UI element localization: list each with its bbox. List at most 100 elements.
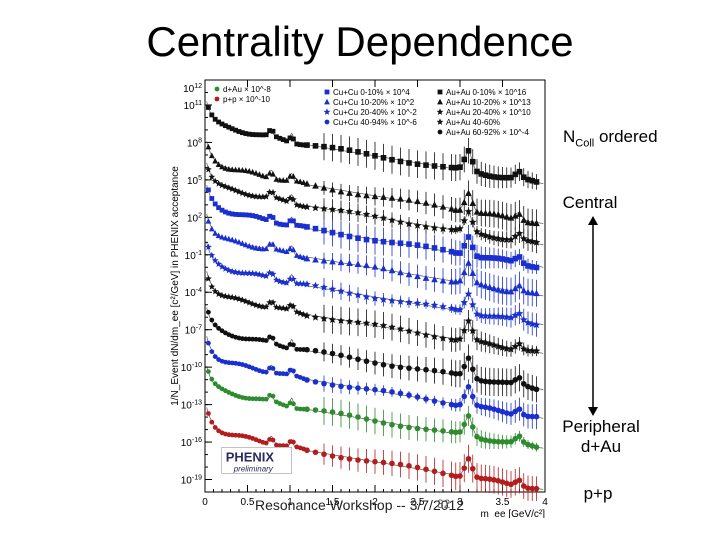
series-1-point: [267, 128, 272, 133]
series-5-point: [380, 264, 387, 272]
series-1-point: [448, 164, 455, 171]
series-11-point: [423, 466, 429, 473]
series-6-point: [222, 265, 229, 272]
series-5-point: [507, 287, 515, 295]
y-tick-label: 10-10: [181, 362, 202, 374]
series-10-point: [270, 393, 276, 399]
series-5-point: [465, 259, 472, 266]
series-3-point: [337, 206, 345, 214]
series-3-point: [239, 189, 246, 197]
series-4-point: [469, 244, 476, 251]
series-6-point: [311, 281, 320, 289]
series-1-point: [240, 130, 245, 136]
series-10-point: [512, 435, 519, 442]
logo-text: PHENIX: [226, 449, 275, 464]
series-2-point: [460, 198, 468, 206]
series-8-point: [503, 379, 510, 386]
series-11-point: [414, 464, 421, 471]
series-1-point: [431, 163, 438, 169]
series-5-point: [232, 237, 239, 244]
series-10-point: [250, 396, 255, 402]
series-1-point: [329, 144, 336, 151]
data-points-layer: [205, 105, 541, 502]
series-6-point: [303, 280, 311, 288]
series-6-point: [273, 276, 280, 283]
series-11-point: [508, 481, 514, 488]
series-3-point: [228, 185, 236, 192]
legend-label-left-1: d+Au × 10^-8: [223, 85, 271, 94]
series-3-point: [490, 234, 498, 242]
series-9-point: [270, 365, 276, 371]
series-8-point: [486, 379, 493, 385]
series-1-point: [469, 158, 476, 165]
series-10-point: [291, 401, 296, 407]
series-6-point: [256, 270, 263, 278]
series-2-point: [533, 219, 540, 227]
series-5-point: [533, 289, 540, 297]
series-9-point: [503, 410, 510, 416]
series-7-point: [460, 326, 469, 334]
series-5-point: [283, 248, 290, 255]
series-1-point: [312, 143, 319, 149]
series-9-point: [516, 406, 523, 413]
series-4-point: [329, 229, 336, 236]
series-6-point: [519, 315, 528, 323]
y-axis-title: 1/N_Event dN/dm_ee [c²/GeV] in PHENIX ac…: [170, 166, 181, 406]
series-1-point: [301, 142, 306, 148]
x-tick-label: 4: [542, 497, 548, 508]
series-3-point: [511, 232, 520, 240]
series-11-point: [321, 451, 327, 458]
series-6-point: [205, 243, 212, 250]
series-4-point: [495, 255, 502, 262]
series-2-point: [473, 208, 481, 215]
series-5-point: [388, 266, 396, 274]
x-tick-label: 3: [457, 497, 463, 508]
series-4-point: [461, 242, 468, 249]
series-10-point: [372, 418, 378, 424]
legend-label-right-3: Au+Au 20-40% × 10^10: [446, 108, 531, 117]
series-4-point: [525, 263, 531, 269]
series-5-point: [456, 277, 464, 284]
series-5-point: [246, 242, 253, 249]
series-11-point: [380, 459, 387, 466]
series-11-point: [270, 437, 276, 443]
series-2-point: [300, 179, 307, 186]
series-3-point: [256, 193, 263, 200]
series-1-point: [380, 155, 387, 161]
series-7-point: [211, 287, 219, 295]
series-6-point: [259, 271, 267, 279]
x-tick-label: 0: [202, 497, 208, 508]
series-5-point: [503, 287, 511, 295]
series-8-point: [465, 355, 472, 361]
series-6-point: [283, 279, 290, 286]
series-9-point: [512, 408, 519, 415]
series-10-point: [389, 421, 395, 428]
series-10-point: [478, 436, 485, 442]
series-8-point: [440, 368, 446, 375]
series-6-point: [211, 256, 219, 264]
series-1-point: [216, 119, 221, 125]
series-9-point: [520, 411, 527, 418]
series-4-point: [209, 196, 215, 201]
series-10-point: [516, 433, 523, 440]
series-3-point: [283, 197, 290, 205]
series-4-point: [478, 254, 485, 261]
legend-label-right-2: Au+Au 10-20% × 10^13: [446, 98, 531, 107]
series-9-point: [263, 369, 269, 375]
series-6-point: [266, 269, 273, 276]
series-5-point: [439, 277, 447, 284]
series-5-point: [236, 238, 242, 245]
series-7-point: [235, 295, 243, 302]
series-2-point: [256, 171, 263, 177]
series-8-point: [346, 354, 353, 360]
series-3-point: [456, 224, 464, 232]
series-8-point: [212, 322, 218, 328]
series-5-point: [239, 240, 246, 246]
series-10-point: [486, 438, 493, 444]
series-1-point: [206, 105, 211, 110]
series-10-point: [448, 429, 455, 435]
series-6-point: [293, 280, 301, 287]
series-4-point: [233, 211, 238, 217]
series-1-point: [474, 168, 480, 175]
slide-number: 32: [437, 497, 451, 511]
